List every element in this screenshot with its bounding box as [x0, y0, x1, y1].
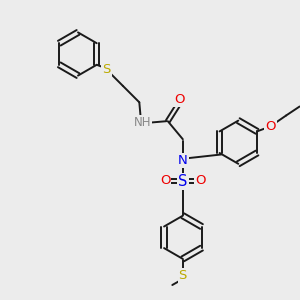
Text: NH: NH — [134, 116, 151, 129]
Text: N: N — [178, 154, 188, 167]
Text: S: S — [178, 174, 188, 189]
Text: O: O — [160, 174, 170, 187]
Text: O: O — [195, 174, 206, 187]
Text: O: O — [174, 93, 184, 106]
Text: O: O — [265, 119, 276, 133]
Text: S: S — [102, 63, 110, 76]
Text: S: S — [178, 269, 187, 282]
